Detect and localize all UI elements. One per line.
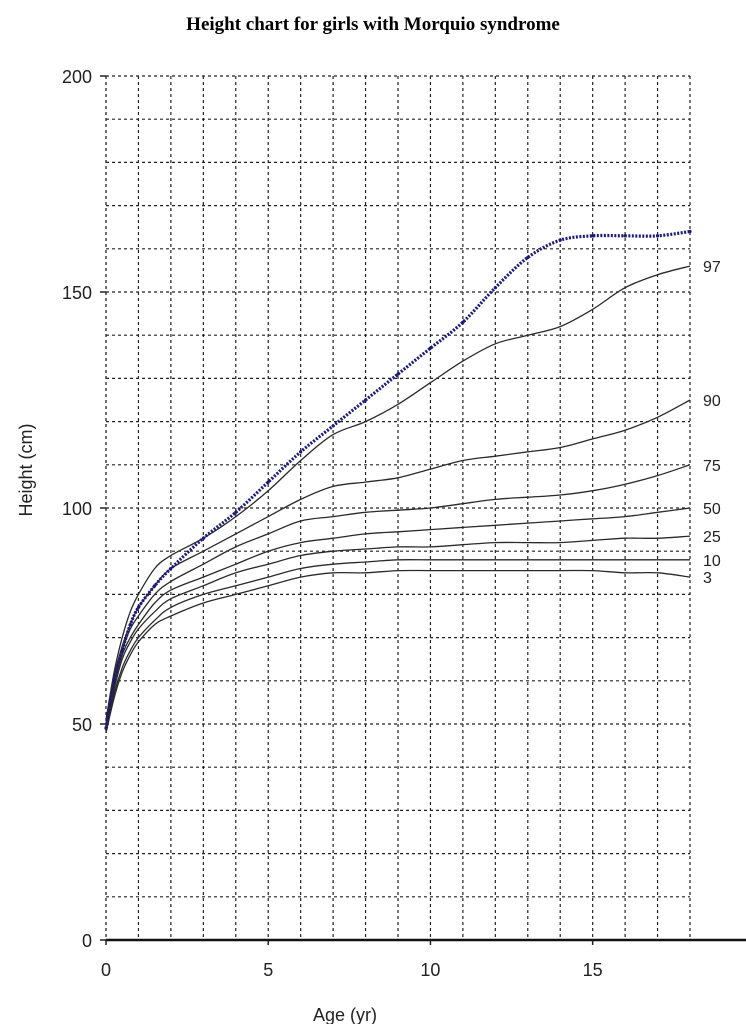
- percentile-label-75: 75: [703, 458, 721, 475]
- patient-height-point: [623, 234, 627, 238]
- percentile-label-3: 3: [703, 570, 712, 587]
- x-tick-label: 5: [263, 960, 273, 980]
- y-tick-label: 50: [72, 715, 92, 735]
- patient-height-point: [591, 234, 595, 238]
- percentile-label-50: 50: [703, 501, 721, 518]
- patient-line: [104, 229, 692, 730]
- y-tick-label: 100: [62, 499, 92, 519]
- percentile-label-97: 97: [703, 259, 721, 276]
- patient-height-point: [558, 238, 562, 242]
- grid: [106, 75, 691, 940]
- patient-height-point: [169, 566, 173, 571]
- percentile-line-75: [105, 464, 691, 725]
- patient-height-point: [688, 229, 692, 234]
- percentile-line-97: [105, 265, 691, 720]
- percentile-line-50: [105, 507, 691, 729]
- patient-height-point: [655, 234, 660, 238]
- patient-height-point: [461, 320, 465, 324]
- patient-height-point: [112, 679, 116, 683]
- percentile-line-3: [105, 569, 691, 733]
- x-tick-label: 15: [583, 960, 603, 980]
- patient-height-point: [153, 584, 157, 588]
- patient-height-point: [331, 424, 335, 428]
- patient-height-point: [526, 255, 530, 260]
- tick-labels: 0 50 100 150 200 0 5 10 15: [62, 67, 603, 980]
- patient-height-point: [493, 286, 497, 290]
- x-tick-label: 0: [101, 960, 111, 980]
- x-tick-label: 10: [420, 960, 440, 980]
- patient-height-point: [120, 648, 124, 653]
- patient-height-point: [136, 605, 141, 609]
- y-tick-label: 0: [82, 931, 92, 951]
- patient-height-point: [234, 510, 238, 514]
- y-axis-title: Height (cm): [16, 423, 36, 516]
- patient-height-point: [396, 372, 400, 376]
- y-tick-label: 150: [62, 283, 92, 303]
- percentile-label-90: 90: [703, 393, 721, 410]
- patient-height-point: [266, 480, 270, 484]
- patient-height-point: [428, 346, 433, 350]
- patient-height-point: [363, 398, 368, 402]
- chart-title: Height chart for girls with Morquio synd…: [186, 14, 560, 35]
- patient-height-point: [299, 450, 303, 454]
- percentile-label-25: 25: [703, 529, 721, 546]
- patient-height-point: [128, 623, 132, 627]
- patient-height-point: [104, 726, 108, 730]
- percentile-label-10: 10: [703, 553, 721, 570]
- percentile-line-25: [105, 535, 691, 729]
- percentile-labels: 97 90 75 50 25 103: [703, 259, 721, 587]
- patient-height-point: [201, 536, 205, 540]
- y-tick-label: 200: [62, 67, 92, 87]
- x-axis-title: Age (yr): [313, 1005, 377, 1024]
- percentile-line-10: [105, 559, 691, 733]
